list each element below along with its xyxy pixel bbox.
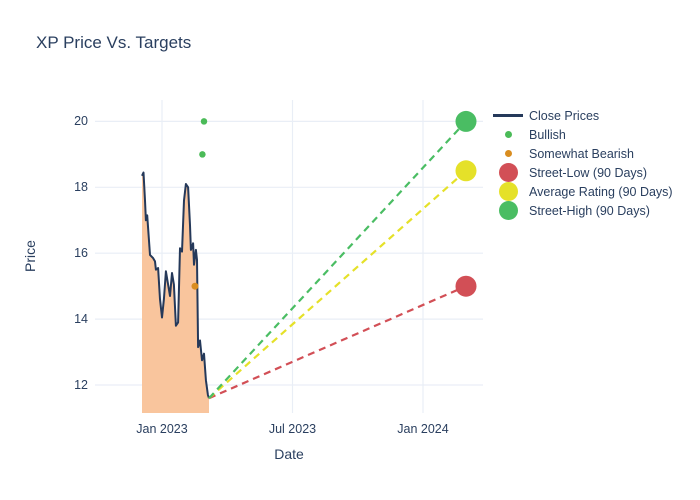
y-tick-label: 18 — [74, 180, 88, 195]
x-axis-title: Date — [274, 446, 304, 462]
legend-item-label: Close Prices — [529, 108, 600, 123]
legend-sample — [490, 163, 526, 182]
legend-sample — [490, 131, 526, 138]
y-tick-label: 12 — [74, 377, 88, 392]
chart-title: XP Price Vs. Targets — [36, 33, 192, 52]
legend-item[interactable]: Bullish — [490, 125, 673, 144]
green-circle-icon — [498, 201, 518, 220]
x-tick-label: Jan 2023 — [136, 422, 188, 436]
line-swatch-icon — [493, 114, 523, 117]
y-tick-label: 20 — [74, 114, 88, 129]
legend-item-label: Somewhat Bearish — [529, 146, 634, 161]
street-high-marker-dashed-line — [208, 120, 467, 399]
legend-item[interactable]: Somewhat Bearish — [490, 144, 673, 163]
close-price-line — [141, 171, 210, 399]
legend-item-label: Street-Low (90 Days) — [529, 165, 648, 180]
legend-item[interactable]: Close Prices — [490, 106, 673, 125]
average-rating-marker-dashed-line — [208, 169, 467, 400]
legend-sample — [490, 201, 526, 220]
x-tick-label: Jul 2023 — [268, 422, 317, 436]
y-tick-label: 14 — [74, 312, 88, 327]
average-rating-marker — [455, 160, 477, 182]
legend-sample — [490, 114, 526, 117]
legend-item-label: Street-High (90 Days) — [529, 203, 650, 218]
street-low-marker — [455, 275, 477, 297]
bullish-marker — [199, 151, 206, 158]
plot-canvas — [95, 100, 483, 413]
red-circle-icon — [498, 163, 518, 182]
legend-item[interactable]: Average Rating (90 Days) — [490, 182, 673, 201]
legend-item[interactable]: Street-High (90 Days) — [490, 201, 673, 220]
legend-sample — [490, 182, 526, 201]
y-tick-label: 16 — [74, 246, 88, 261]
legend-item[interactable]: Street-Low (90 Days) — [490, 163, 673, 182]
yellow-circle-icon — [498, 182, 518, 201]
plot-area[interactable] — [95, 100, 483, 413]
close-price-fill — [142, 172, 209, 413]
somewhat-bearish-marker — [191, 282, 199, 290]
street-high-marker — [455, 110, 477, 132]
legend-sample — [490, 150, 526, 157]
street-low-marker-dashed-line — [208, 285, 467, 400]
legend: Close Prices Bullish Somewhat Bearish Stree… — [490, 106, 673, 220]
x-tick-label: Jan 2024 — [397, 422, 449, 436]
legend-item-label: Bullish — [529, 127, 566, 142]
bullish-marker — [200, 118, 208, 125]
y-axis-title: Price — [22, 240, 38, 272]
legend-item-label: Average Rating (90 Days) — [529, 184, 673, 199]
orange-dot-icon — [504, 150, 512, 157]
green-dot-icon — [504, 131, 512, 138]
